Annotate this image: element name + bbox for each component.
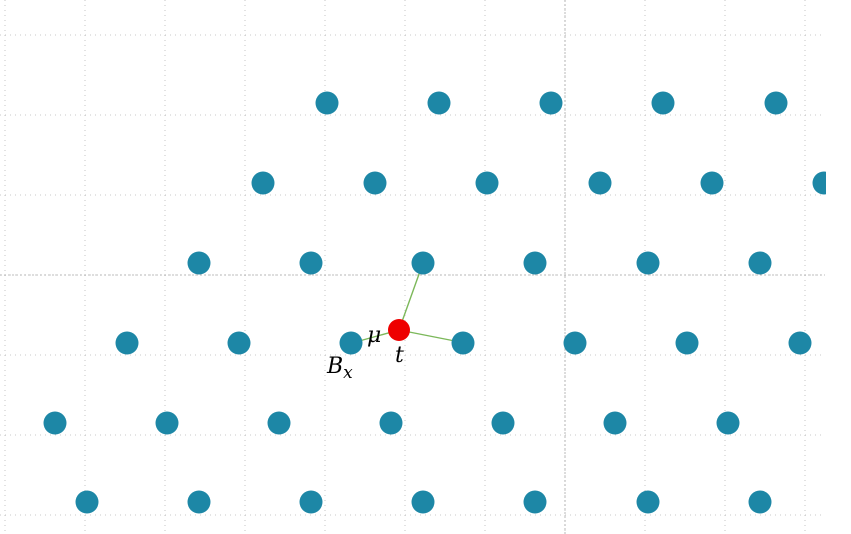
label-Bx: Bx xyxy=(326,354,353,383)
lattice-site xyxy=(115,331,139,355)
lattice-site xyxy=(716,411,740,435)
lattice-site xyxy=(764,91,788,115)
lattice-site xyxy=(411,490,435,514)
lattice-site xyxy=(523,490,547,514)
lattice-site xyxy=(363,171,387,195)
lattice-site xyxy=(700,171,724,195)
lattice-site xyxy=(651,91,675,115)
lattice-site xyxy=(491,411,515,435)
lattice-site xyxy=(227,331,251,355)
lattice-site xyxy=(563,331,587,355)
label-mu: μ xyxy=(367,323,381,348)
lattice-site xyxy=(379,411,403,435)
lattice-site xyxy=(475,171,499,195)
lattice-site xyxy=(427,91,451,115)
lattice-site xyxy=(748,251,772,275)
lattice-site xyxy=(75,490,99,514)
lattice-site xyxy=(788,331,812,355)
lattice-site xyxy=(43,411,67,435)
grid-lines xyxy=(0,0,825,534)
label-Bx-sub: x xyxy=(343,363,353,383)
right-margin xyxy=(826,0,851,534)
lattice-site xyxy=(603,411,627,435)
lattice-site xyxy=(411,251,435,275)
lattice-site xyxy=(267,411,291,435)
lattice-site xyxy=(339,331,363,355)
label-t: t xyxy=(395,343,404,368)
lattice-site xyxy=(187,490,211,514)
lattice-site xyxy=(451,331,475,355)
impurity-site xyxy=(388,319,410,341)
lattice-site xyxy=(748,490,772,514)
lattice-site xyxy=(636,251,660,275)
lattice-sites xyxy=(43,91,836,514)
lattice-site xyxy=(523,251,547,275)
bond-up xyxy=(398,262,424,331)
lattice-site xyxy=(251,171,275,195)
lattice-site xyxy=(588,171,612,195)
lattice-site xyxy=(187,251,211,275)
lattice-site xyxy=(299,490,323,514)
lattice-site xyxy=(155,411,179,435)
lattice-site xyxy=(315,91,339,115)
lattice-site xyxy=(675,331,699,355)
lattice-site xyxy=(299,251,323,275)
lattice-site xyxy=(539,91,563,115)
label-Bx-base: B xyxy=(326,354,343,379)
lattice-site xyxy=(636,490,660,514)
